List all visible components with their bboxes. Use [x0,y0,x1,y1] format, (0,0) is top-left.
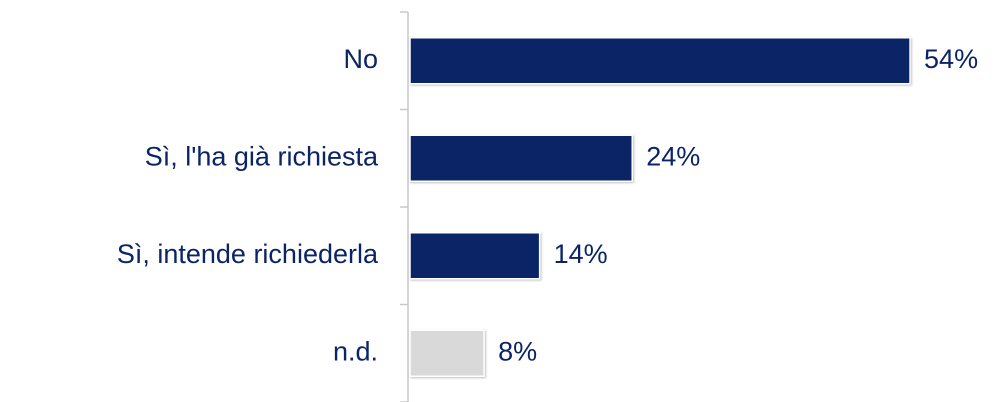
value-label: 14% [554,239,608,269]
bar [409,329,485,377]
bar [409,134,633,182]
category-label: Sì, l'ha già richiesta [145,141,379,171]
value-label: 54% [924,44,978,74]
category-label: Sì, intende richiederla [117,239,379,269]
bar [409,37,911,85]
category-label: No [343,44,378,74]
category-label: n.d. [333,336,378,366]
value-label: 24% [646,141,700,171]
bar [409,232,541,280]
value-label: 8% [498,336,537,366]
